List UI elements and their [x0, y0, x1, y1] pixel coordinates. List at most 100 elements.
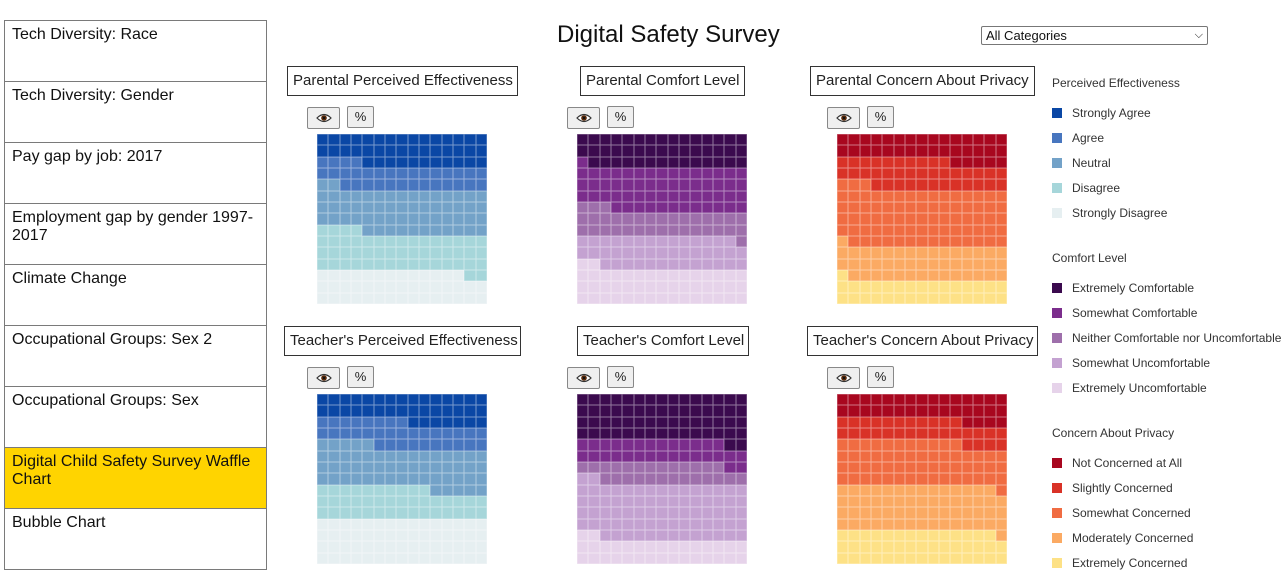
waffle-cell-extremely-comfortable[interactable] — [656, 145, 668, 157]
waffle-cell-extremely-comfortable[interactable] — [712, 145, 725, 157]
waffle-cell-strongly-disagree[interactable] — [396, 552, 408, 564]
waffle-cell-agree[interactable] — [384, 439, 397, 451]
waffle-cell-extremely-comfortable[interactable] — [667, 156, 679, 168]
waffle-cell-neither-comfortable-nor-uncomfortable[interactable] — [690, 224, 702, 236]
waffle-cell-somewhat-comfortable[interactable] — [701, 179, 713, 191]
waffle-cell-neither-comfortable-nor-uncomfortable[interactable] — [633, 213, 645, 225]
waffle-cell-strongly-agree[interactable] — [362, 145, 374, 157]
waffle-cell-moderately-concerned[interactable] — [859, 518, 871, 530]
waffle-cell-somewhat-comfortable[interactable] — [667, 450, 679, 462]
waffle-cell-extremely-uncomfortable[interactable] — [577, 529, 589, 542]
waffle-cell-somewhat-concerned[interactable] — [893, 190, 905, 202]
waffle-cell-slightly-concerned[interactable] — [938, 427, 951, 440]
waffle-cell-agree[interactable] — [441, 167, 453, 180]
waffle-cell-strongly-agree[interactable] — [328, 134, 340, 146]
waffle-cell-moderately-concerned[interactable] — [984, 507, 996, 519]
waffle-cell-extremely-concerned[interactable] — [882, 292, 894, 304]
sidebar-item-employment-gap[interactable]: Employment gap by gender 1997-2017 — [4, 203, 267, 265]
waffle-cell-somewhat-concerned[interactable] — [938, 201, 951, 214]
waffle-cell-moderately-concerned[interactable] — [904, 247, 917, 259]
waffle-cell-somewhat-uncomfortable[interactable] — [633, 507, 645, 519]
waffle-cell-somewhat-comfortable[interactable] — [701, 450, 713, 462]
waffle-cell-disagree[interactable] — [373, 258, 385, 270]
waffle-cell-somewhat-uncomfortable[interactable] — [644, 507, 657, 519]
waffle-cell-somewhat-concerned[interactable] — [859, 201, 871, 214]
waffle-cell-not-concerned-at-all[interactable] — [870, 394, 883, 406]
waffle-cell-strongly-disagree[interactable] — [328, 529, 340, 542]
waffle-cell-disagree[interactable] — [464, 258, 476, 270]
waffle-cell-not-concerned-at-all[interactable] — [984, 145, 996, 157]
waffle-cell-not-concerned-at-all[interactable] — [995, 145, 1007, 157]
waffle-cell-neither-comfortable-nor-uncomfortable[interactable] — [701, 473, 713, 485]
waffle-cell-somewhat-concerned[interactable] — [882, 235, 894, 248]
waffle-cell-agree[interactable] — [407, 439, 419, 451]
waffle-cell-neutral[interactable] — [373, 190, 385, 202]
waffle-cell-extremely-concerned[interactable] — [837, 529, 849, 542]
waffle-cell-moderately-concerned[interactable] — [893, 269, 905, 282]
waffle-cell-strongly-agree[interactable] — [430, 416, 442, 428]
waffle-cell-extremely-concerned[interactable] — [837, 552, 849, 564]
waffle-cell-disagree[interactable] — [350, 484, 363, 496]
waffle-cell-somewhat-concerned[interactable] — [938, 439, 951, 451]
waffle-cell-extremely-concerned[interactable] — [837, 541, 849, 553]
waffle-cell-somewhat-comfortable[interactable] — [678, 190, 691, 202]
waffle-cell-somewhat-concerned[interactable] — [984, 201, 996, 214]
waffle-cell-slightly-concerned[interactable] — [950, 179, 962, 191]
waffle-cell-slightly-concerned[interactable] — [859, 167, 871, 180]
waffle-cell-somewhat-concerned[interactable] — [938, 213, 951, 225]
waffle-cell-strongly-agree[interactable] — [396, 156, 408, 168]
waffle-cell-strongly-disagree[interactable] — [464, 518, 476, 530]
waffle-cell-not-concerned-at-all[interactable] — [916, 134, 928, 146]
waffle-cell-extremely-concerned[interactable] — [938, 541, 951, 553]
waffle-cell-moderately-concerned[interactable] — [938, 518, 951, 530]
waffle-cell-extremely-concerned[interactable] — [972, 541, 985, 553]
waffle-cell-strongly-disagree[interactable] — [362, 292, 374, 304]
waffle-cell-moderately-concerned[interactable] — [995, 495, 1007, 508]
waffle-cell-extremely-uncomfortable[interactable] — [599, 552, 611, 564]
waffle-cell-extremely-concerned[interactable] — [950, 529, 962, 542]
waffle-cell-extremely-concerned[interactable] — [848, 529, 860, 542]
waffle-cell-strongly-disagree[interactable] — [430, 529, 442, 542]
waffle-cell-not-concerned-at-all[interactable] — [904, 145, 917, 157]
waffle-cell-disagree[interactable] — [475, 507, 487, 519]
waffle-cell-not-concerned-at-all[interactable] — [848, 405, 860, 417]
waffle-cell-slightly-concerned[interactable] — [950, 167, 962, 180]
waffle-cell-extremely-comfortable[interactable] — [644, 156, 657, 168]
waffle-cell-neither-comfortable-nor-uncomfortable[interactable] — [724, 224, 736, 236]
waffle-cell-somewhat-comfortable[interactable] — [690, 450, 702, 462]
waffle-cell-agree[interactable] — [430, 439, 442, 451]
waffle-cell-somewhat-concerned[interactable] — [916, 235, 928, 248]
waffle-cell-neither-comfortable-nor-uncomfortable[interactable] — [690, 213, 702, 225]
waffle-cell-extremely-uncomfortable[interactable] — [678, 292, 691, 304]
waffle-cell-not-concerned-at-all[interactable] — [916, 394, 928, 406]
waffle-cell-neither-comfortable-nor-uncomfortable[interactable] — [724, 473, 736, 485]
waffle-cell-somewhat-concerned[interactable] — [972, 450, 985, 462]
waffle-cell-agree[interactable] — [362, 427, 374, 440]
waffle-cell-somewhat-concerned[interactable] — [938, 461, 951, 474]
waffle-cell-somewhat-uncomfortable[interactable] — [588, 235, 600, 248]
toggle-percent-button[interactable]: % — [867, 366, 894, 388]
waffle-cell-extremely-comfortable[interactable] — [656, 156, 668, 168]
waffle-cell-disagree[interactable] — [350, 495, 363, 508]
waffle-cell-somewhat-concerned[interactable] — [950, 473, 962, 485]
waffle-cell-disagree[interactable] — [339, 247, 351, 259]
waffle-cell-extremely-uncomfortable[interactable] — [735, 292, 747, 304]
waffle-cell-somewhat-uncomfortable[interactable] — [622, 247, 634, 259]
waffle-cell-somewhat-concerned[interactable] — [904, 461, 917, 474]
waffle-cell-strongly-agree[interactable] — [407, 156, 419, 168]
waffle-cell-extremely-comfortable[interactable] — [644, 134, 657, 146]
waffle-cell-somewhat-uncomfortable[interactable] — [656, 529, 668, 542]
waffle-cell-somewhat-uncomfortable[interactable] — [724, 247, 736, 259]
waffle-cell-somewhat-uncomfortable[interactable] — [588, 495, 600, 508]
waffle-cell-strongly-agree[interactable] — [317, 145, 329, 157]
waffle-cell-extremely-concerned[interactable] — [995, 541, 1007, 553]
waffle-cell-extremely-uncomfortable[interactable] — [735, 552, 747, 564]
waffle-cell-strongly-agree[interactable] — [475, 416, 487, 428]
waffle-cell-moderately-concerned[interactable] — [882, 518, 894, 530]
waffle-cell-extremely-comfortable[interactable] — [690, 394, 702, 406]
waffle-cell-extremely-uncomfortable[interactable] — [633, 269, 645, 282]
waffle-cell-extremely-uncomfortable[interactable] — [678, 541, 691, 553]
waffle-cell-somewhat-uncomfortable[interactable] — [588, 484, 600, 496]
waffle-cell-somewhat-comfortable[interactable] — [701, 439, 713, 451]
waffle-cell-slightly-concerned[interactable] — [927, 179, 939, 191]
